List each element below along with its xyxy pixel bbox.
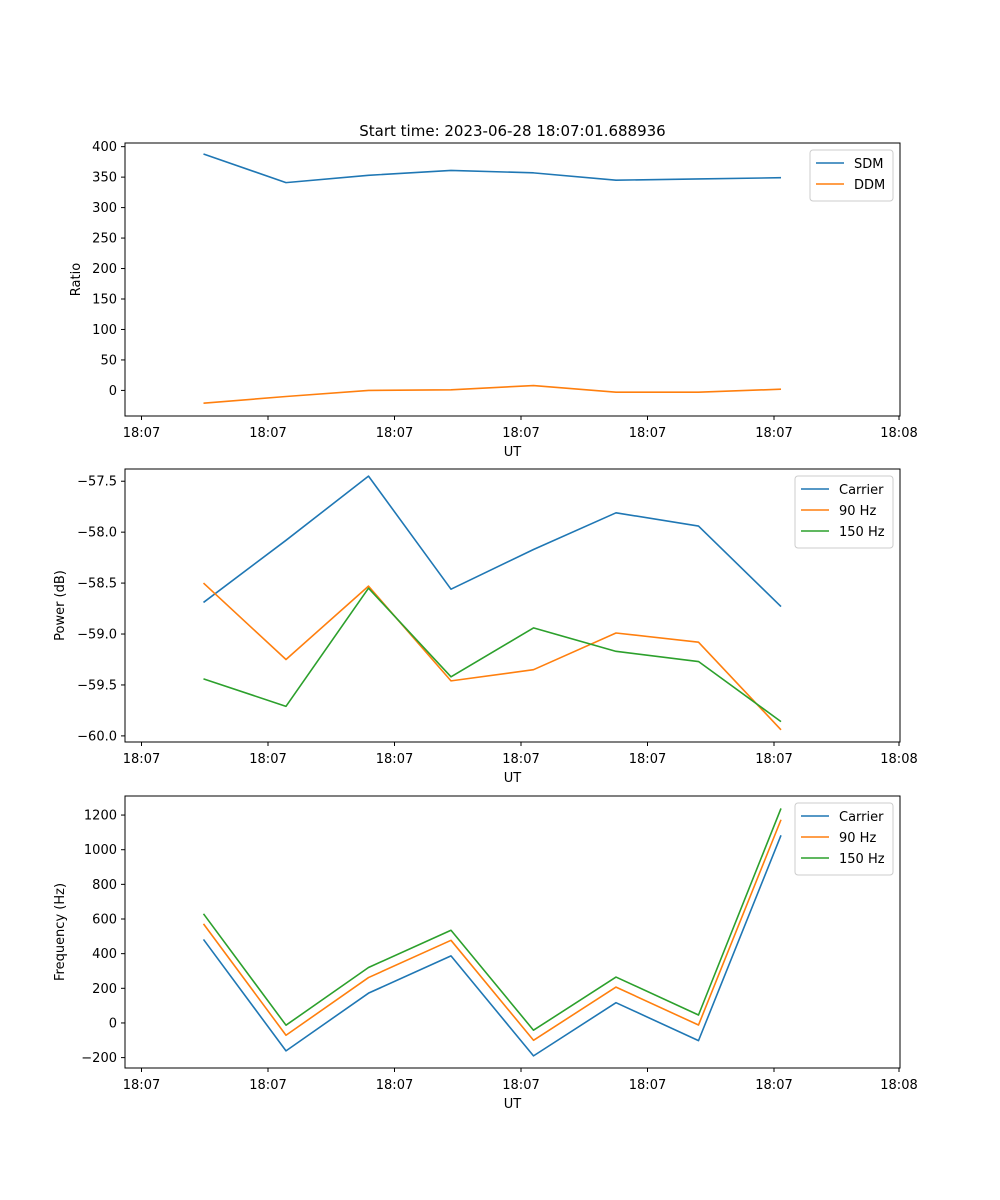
x-tick-label: 18:07 xyxy=(502,1078,539,1093)
legend-label-carrier: Carrier xyxy=(839,483,884,498)
legend-box xyxy=(794,802,894,876)
legend-label-90-hz: 90 Hz xyxy=(839,504,876,519)
legend-label-ddm: DDM xyxy=(854,178,885,193)
y-axis-label: Ratio xyxy=(69,263,84,296)
y-tick-label: 300 xyxy=(92,201,117,216)
y-tick-label: 400 xyxy=(92,140,117,155)
series-line-ddm xyxy=(203,384,782,404)
legend-label-sdm: SDM xyxy=(854,157,883,172)
y-tick-label: 1000 xyxy=(84,843,117,858)
x-tick-label: 18:08 xyxy=(880,426,917,441)
y-tick-label: −58.5 xyxy=(77,577,117,592)
series-line-150-hz xyxy=(202,808,782,1032)
x-tick-label: 18:07 xyxy=(502,426,539,441)
y-axis-label: Frequency (Hz) xyxy=(53,883,68,981)
legend-box xyxy=(794,475,894,549)
x-axis-label: UT xyxy=(504,445,522,460)
legend-label-150-hz: 150 Hz xyxy=(839,525,885,540)
x-axis-label: UT xyxy=(504,1097,522,1112)
axes-frame xyxy=(124,468,901,743)
y-tick-label: −60.0 xyxy=(77,729,117,744)
chart-panel-3: 18:07 18:07 18:07 18:07 18:07 18:07 18:08 −200 0… xyxy=(53,795,918,1112)
x-tick-label: 18:07 xyxy=(629,752,666,767)
x-tick-label: 18:07 xyxy=(249,1078,286,1093)
chart-panel-2: 18:07 18:07 18:07 18:07 18:07 18:07 18:08 −60.0… xyxy=(53,468,918,786)
series-line-carrier xyxy=(203,475,782,608)
y-tick-label: 0 xyxy=(109,384,117,399)
legend: Carrier 90 Hz 150 Hz xyxy=(794,802,894,876)
x-tick-label: 18:07 xyxy=(755,752,792,767)
x-tick-label: 18:07 xyxy=(502,752,539,767)
x-tick-label: 18:07 xyxy=(629,426,666,441)
y-tick-label: 600 xyxy=(92,913,117,928)
y-tick-label: −200 xyxy=(81,1051,117,1066)
x-tick-label: 18:08 xyxy=(880,752,917,767)
series-line-150-hz xyxy=(203,587,782,723)
x-tick-label: 18:07 xyxy=(249,752,286,767)
axes-frame xyxy=(124,142,901,417)
legend-label-carrier: Carrier xyxy=(839,810,884,825)
x-tick-label: 18:07 xyxy=(376,426,413,441)
figure-title: Start time: 2023-06-28 18:07:01.688936 xyxy=(359,122,665,140)
series-line-sdm xyxy=(203,153,782,184)
y-tick-label: −57.5 xyxy=(77,475,117,490)
y-tick-label: 100 xyxy=(92,323,117,338)
legend: Carrier 90 Hz 150 Hz xyxy=(794,475,894,549)
x-tick-label: 18:07 xyxy=(755,426,792,441)
y-tick-label: 50 xyxy=(100,353,117,368)
x-tick-label: 18:07 xyxy=(123,426,160,441)
x-tick-label: 18:07 xyxy=(755,1078,792,1093)
series-line-carrier xyxy=(202,835,782,1057)
y-tick-label: 1200 xyxy=(84,809,117,824)
y-tick-label: 800 xyxy=(92,878,117,893)
y-tick-label: 150 xyxy=(92,293,117,308)
legend: SDM DDM xyxy=(809,149,894,202)
y-tick-label: −58.0 xyxy=(77,526,117,541)
x-tick-label: 18:07 xyxy=(376,1078,413,1093)
x-tick-label: 18:07 xyxy=(376,752,413,767)
y-tick-label: 0 xyxy=(109,1016,117,1031)
y-tick-label: −59.5 xyxy=(77,678,117,693)
x-tick-label: 18:07 xyxy=(123,1078,160,1093)
legend-label-150-hz: 150 Hz xyxy=(839,852,885,867)
legend-label-90-hz: 90 Hz xyxy=(839,831,876,846)
y-axis-label: Power (dB) xyxy=(53,570,68,641)
y-tick-label: 350 xyxy=(92,171,117,186)
y-tick-label: 200 xyxy=(92,262,117,277)
axes-frame xyxy=(124,795,901,1069)
y-tick-label: 200 xyxy=(92,982,117,997)
x-tick-label: 18:07 xyxy=(123,752,160,767)
chart-panel-1: 18:07 18:07 18:07 18:07 18:07 18:07 18:08 0 50 10… xyxy=(69,140,918,460)
x-axis-label: UT xyxy=(504,771,522,786)
x-tick-label: 18:08 xyxy=(880,1078,917,1093)
x-tick-label: 18:07 xyxy=(629,1078,666,1093)
x-tick-label: 18:07 xyxy=(249,426,286,441)
series-line-90-hz xyxy=(202,819,782,1042)
y-tick-label: 250 xyxy=(92,232,117,247)
y-tick-label: 400 xyxy=(92,947,117,962)
series-line-90-hz xyxy=(202,582,782,731)
y-tick-label: −59.0 xyxy=(77,628,117,643)
